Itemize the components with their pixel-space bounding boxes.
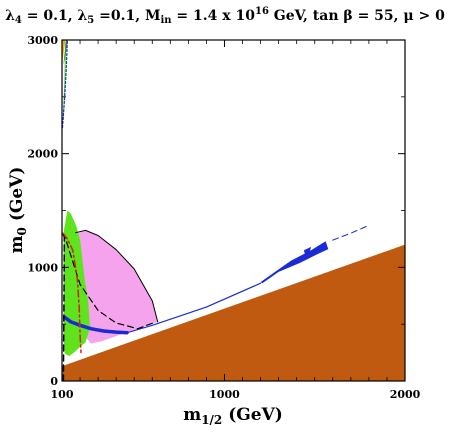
y-tick-label: 2000	[27, 148, 58, 161]
y-tick-labels: 0 1000 2000 3000	[27, 34, 58, 388]
chart-title: λ4 = 0.1, λ5 =0.1, Min = 1.4 x 1016 GeV,…	[5, 6, 445, 26]
x-axis-label: m1/2 (GeV)	[183, 405, 283, 427]
brown-stau-lsp-region	[62, 244, 405, 381]
blue-wmap-band	[62, 315, 129, 335]
red-dash-dot	[62, 232, 82, 354]
black-dashed-higgs	[62, 232, 157, 330]
blue-dotted-line	[62, 40, 69, 129]
blue-wmap-funnel-right	[260, 241, 329, 284]
x-tick-label: 1000	[209, 388, 240, 401]
axis-ticks	[61, 39, 406, 382]
chart-regions	[62, 40, 405, 381]
y-axis-label: m0 (GeV)	[7, 167, 29, 254]
black-pink-boundary	[75, 229, 159, 323]
black-dashed-chargino	[62, 232, 66, 381]
orange-no-ewsb-region	[62, 40, 66, 65]
y-tick-label: 1000	[27, 261, 58, 274]
y-tick-label: 0	[50, 375, 58, 388]
x-tick-label: 100	[51, 388, 74, 401]
x-tick-label: 2000	[390, 388, 421, 401]
pink-gmu-region	[74, 231, 158, 344]
blue-wmap-thin	[126, 282, 262, 334]
y-tick-label: 3000	[27, 34, 58, 47]
blue-dashed-right	[332, 224, 370, 241]
chart-lines	[62, 40, 370, 381]
blue-wmap-island	[303, 246, 312, 254]
x-tick-labels: 100 1000 2000	[51, 388, 421, 401]
green-bsg-strip	[62, 42, 67, 120]
